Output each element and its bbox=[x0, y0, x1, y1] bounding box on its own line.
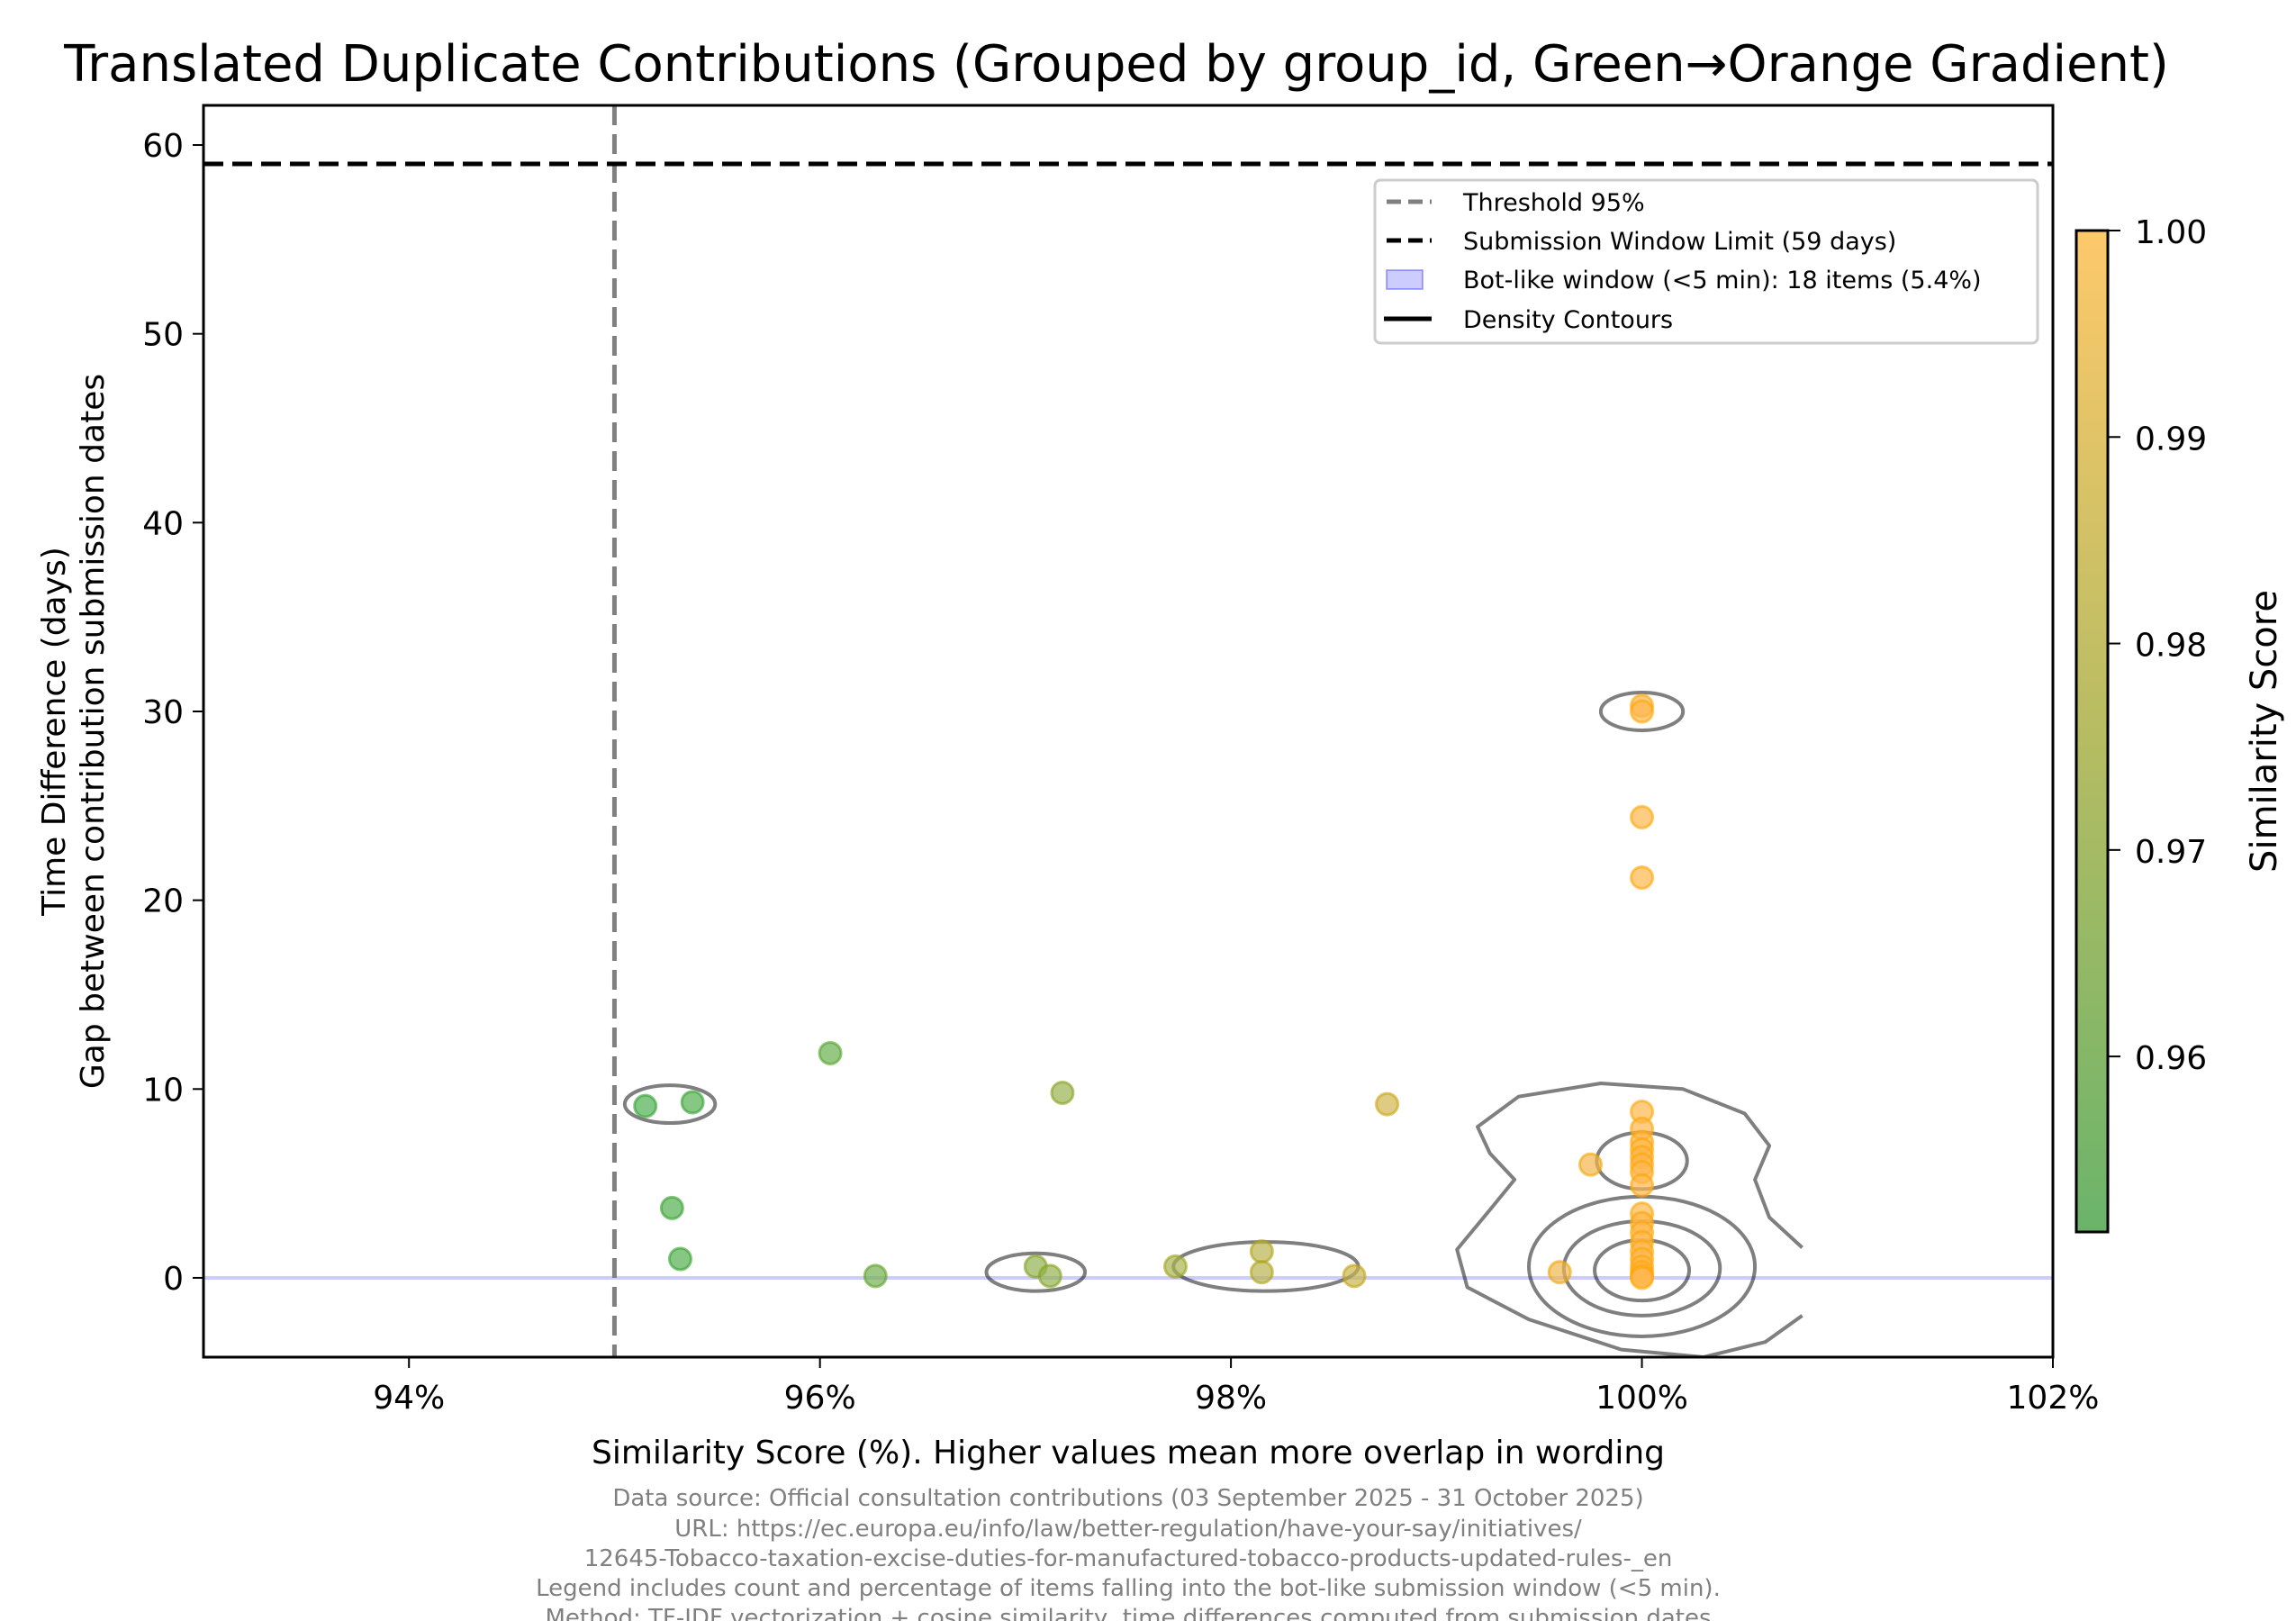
x-tick-label: 94% bbox=[373, 1380, 445, 1417]
scatter-point bbox=[1162, 1254, 1188, 1279]
y-tick-label: 30 bbox=[142, 694, 184, 731]
colorbar: 0.96 0.97 0.98 0.99 1.00 Similarity Score bbox=[2075, 214, 2285, 1234]
chart-title: Translated Duplicate Contributions (Grou… bbox=[63, 35, 2169, 94]
colorbar-tick-label: 0.97 bbox=[2135, 834, 2207, 871]
colorbar-tick-label: 1.00 bbox=[2135, 214, 2207, 251]
scatter-point bbox=[659, 1195, 684, 1220]
legend-item-contours: Density Contours bbox=[1463, 306, 1673, 334]
footer-url-cont: 12645-Tobacco-taxation-excise-duties-for… bbox=[584, 1545, 1673, 1572]
x-tick-label: 100% bbox=[1595, 1380, 1688, 1417]
scatter-point bbox=[1249, 1239, 1274, 1264]
y-tick-label: 20 bbox=[142, 883, 184, 920]
legend-item-limit: Submission Window Limit (59 days) bbox=[1463, 228, 1896, 256]
scatter-point bbox=[1342, 1263, 1367, 1289]
scatter-point bbox=[1547, 1260, 1572, 1285]
legend-box bbox=[1373, 178, 2039, 345]
footer-data-source: Data source: Official consultation contr… bbox=[612, 1485, 1643, 1512]
density-contour bbox=[1598, 691, 1686, 732]
scatter-point bbox=[1630, 865, 1655, 890]
scatter-point bbox=[1630, 1265, 1655, 1290]
footer: Data source: Official consultation contr… bbox=[536, 1485, 1721, 1621]
scatter-point bbox=[863, 1263, 888, 1289]
scatter-point bbox=[1037, 1263, 1062, 1289]
footer-url: URL: https://ec.europa.eu/info/law/bette… bbox=[674, 1516, 1582, 1543]
y-tick-label: 50 bbox=[142, 317, 184, 354]
x-axis: 94% 96% 98% 100% 102% bbox=[373, 1357, 2099, 1417]
y-tick-label: 40 bbox=[142, 505, 184, 542]
scatter-point bbox=[1630, 699, 1655, 724]
scatter-point bbox=[1630, 804, 1655, 829]
y-tick-label: 10 bbox=[142, 1072, 184, 1109]
y-tick-label: 0 bbox=[163, 1261, 184, 1298]
x-axis-label: Similarity Score (%). Higher values mean… bbox=[592, 1435, 1665, 1472]
scatter-point bbox=[1249, 1260, 1274, 1285]
plot-area bbox=[203, 105, 2053, 1357]
scatter-point bbox=[1578, 1152, 1603, 1177]
colorbar-tick-label: 0.96 bbox=[2135, 1040, 2207, 1077]
colorbar-gradient bbox=[2075, 229, 2110, 1234]
legend: Threshold 95% Submission Window Limit (5… bbox=[1373, 178, 2039, 345]
legend-item-bot-like: Bot-like window (<5 min): 18 items (5.4%… bbox=[1463, 267, 1982, 294]
y-axis: 0 10 20 30 40 50 60 bbox=[142, 128, 203, 1298]
y-tick-label: 60 bbox=[142, 128, 184, 165]
colorbar-tick-label: 0.99 bbox=[2135, 421, 2207, 457]
density-contour bbox=[622, 1083, 718, 1126]
plot-frame bbox=[202, 104, 2055, 1359]
legend-bot-swatch bbox=[1386, 269, 1424, 290]
footer-legend-note: Legend includes count and percentage of … bbox=[536, 1575, 1721, 1602]
y-axis-label-line1: Time Difference (days) bbox=[36, 547, 73, 917]
y-axis-label-line2: Gap between contribution submission date… bbox=[75, 374, 112, 1089]
colorbar-ticks: 0.96 0.97 0.98 0.99 1.00 bbox=[2108, 214, 2207, 1077]
colorbar-label: Similarity Score bbox=[2244, 590, 2285, 873]
density-contour-outer bbox=[1455, 1082, 1803, 1357]
x-tick-label: 98% bbox=[1195, 1380, 1267, 1417]
scatter-point bbox=[818, 1040, 843, 1065]
footer-method: Method: TF-IDF vectorization + cosine si… bbox=[545, 1605, 1711, 1621]
scatter-point bbox=[1050, 1080, 1075, 1105]
scatter-point bbox=[1375, 1091, 1400, 1117]
scatter-points bbox=[633, 693, 1655, 1290]
scatter-point bbox=[633, 1093, 658, 1118]
density-contours bbox=[622, 691, 1803, 1357]
x-tick-label: 102% bbox=[2007, 1380, 2100, 1417]
scatter-point bbox=[680, 1090, 705, 1115]
legend-item-threshold: Threshold 95% bbox=[1462, 189, 1645, 217]
colorbar-tick-label: 0.98 bbox=[2135, 628, 2207, 665]
scatter-point bbox=[1630, 1173, 1655, 1198]
density-contour bbox=[984, 1251, 1088, 1293]
scatter-point bbox=[667, 1246, 692, 1272]
x-tick-label: 96% bbox=[784, 1380, 856, 1417]
